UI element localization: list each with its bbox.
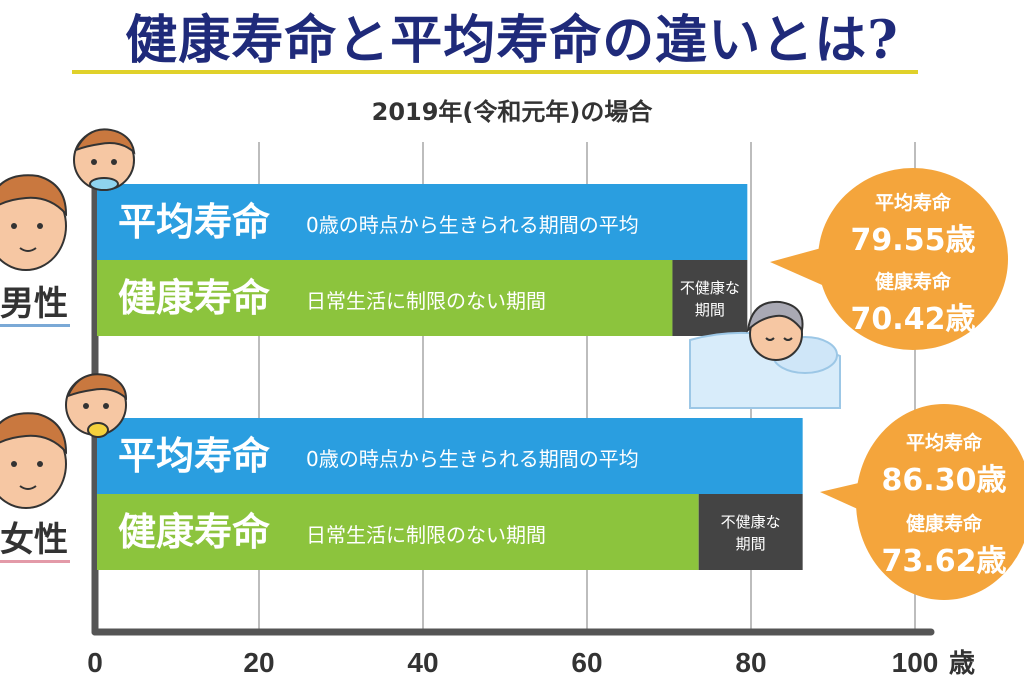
- x-tick-label-80: 80: [735, 647, 766, 678]
- x-tick-label-20: 20: [243, 647, 274, 678]
- female-healthy-desc: 日常生活に制限のない期間: [306, 523, 546, 547]
- female-unhealthy-period-bar: [698, 494, 803, 570]
- page-title: 健康寿命と平均寿命の違いとは?: [125, 10, 899, 71]
- male-average-title: 平均寿命: [118, 200, 270, 244]
- female-face-icon: [0, 412, 68, 509]
- male-underline: [0, 324, 70, 327]
- female-average-life-bar: [97, 418, 803, 494]
- x-tick-label-0: 0: [87, 647, 103, 678]
- male-bubble-healthy-label: 健康寿命: [874, 271, 951, 293]
- x-tick-label-40: 40: [407, 647, 438, 678]
- female-unhealthy-label-1: 不健康な: [721, 513, 781, 531]
- female-bubble-healthy-value: 73.62歳: [881, 544, 1007, 579]
- male-healthy-title: 健康寿命: [118, 276, 270, 320]
- male-summary-bubble: 平均寿命 79.55歳 健康寿命 70.42歳: [818, 168, 1008, 350]
- chart-subtitle: 2019年(令和元年)の場合: [371, 98, 653, 126]
- female-healthy-life-bar: [97, 494, 699, 570]
- female-healthy-title: 健康寿命: [118, 510, 270, 554]
- male-face-icon: [0, 174, 68, 271]
- male-bubble-healthy-value: 70.42歳: [850, 302, 976, 337]
- male-bubble-average-value: 79.55歳: [850, 223, 976, 258]
- male-baby-icon: [73, 128, 136, 191]
- gender-label-male: 男性: [0, 284, 68, 324]
- female-average-title: 平均寿命: [118, 434, 270, 478]
- female-bubble-average-value: 86.30歳: [881, 463, 1007, 498]
- female-baby-icon: [65, 373, 128, 438]
- female-underline: [0, 560, 70, 563]
- female-bubble-average-label: 平均寿命: [905, 432, 982, 454]
- female-summary-bubble: 平均寿命 86.30歳 健康寿命 73.62歳: [856, 404, 1024, 600]
- x-axis-unit: 歳: [949, 649, 975, 679]
- male-bubble-average-label: 平均寿命: [874, 192, 951, 214]
- male-healthy-life-bar: [97, 260, 673, 336]
- title-underline: [72, 70, 918, 74]
- male-unhealthy-label-1: 不健康な: [680, 279, 740, 297]
- axes: 0 20 40 60 80 100 歳: [87, 138, 975, 679]
- x-tick-label-60: 60: [571, 647, 602, 678]
- illustrations: [0, 128, 882, 520]
- elderly-in-bed-icon: [689, 300, 841, 409]
- male-unhealthy-period-bar: [672, 260, 748, 336]
- male-healthy-desc: 日常生活に制限のない期間: [306, 289, 546, 313]
- female-average-desc: 0歳の時点から生きられる期間の平均: [306, 447, 639, 471]
- gender-label-female: 女性: [0, 520, 68, 560]
- female-bubble-healthy-label: 健康寿命: [905, 513, 982, 535]
- female-unhealthy-label-2: 期間: [736, 535, 766, 553]
- male-average-life-bar: [97, 184, 748, 260]
- male-average-desc: 0歳の時点から生きられる期間の平均: [306, 213, 639, 237]
- x-tick-label-100: 100: [892, 647, 939, 678]
- male-unhealthy-label-2: 期間: [695, 301, 725, 319]
